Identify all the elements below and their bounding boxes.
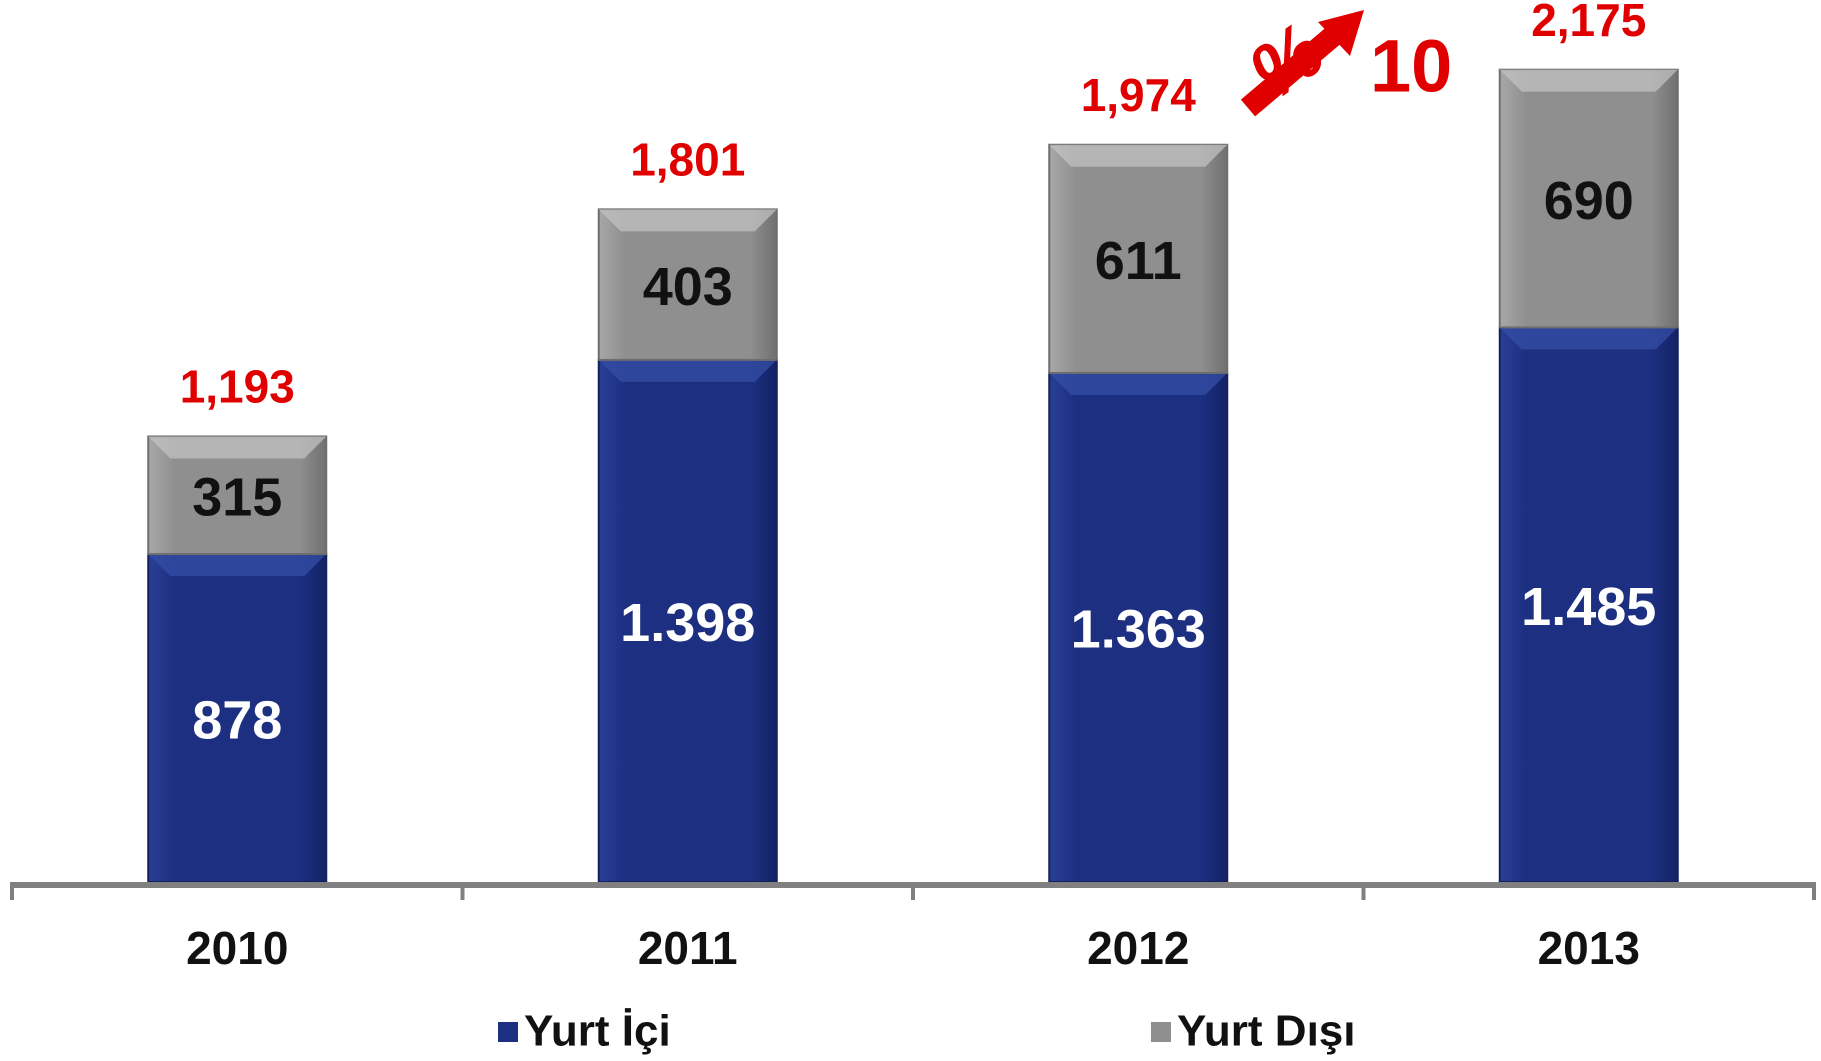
bar-bevel [598,209,777,232]
legend-label: Yurt İçi [524,1007,671,1056]
bar-segment [1498,68,1679,329]
annotation-arrow [1240,21,1348,117]
segment-label: 878 [192,690,282,750]
bar-bevel [148,436,327,459]
bar-segment [147,553,328,883]
annotation-text: 10 [1370,25,1452,108]
bar-segment [597,208,778,361]
segment-label: 1.398 [620,593,755,653]
legend-label: Yurt Dışı [1177,1007,1356,1056]
total-label: 1,193 [180,361,295,413]
legend-marker [1151,1022,1171,1042]
x-tick-label: 2011 [638,922,738,974]
x-tick-label: 2013 [1538,922,1640,974]
x-tick-label: 2012 [1087,922,1189,974]
x-tick-label: 2010 [186,922,288,974]
bar-bevel [598,359,777,382]
bar-bevel [1499,69,1678,92]
bar-segment [1048,371,1229,883]
bar-segment [1048,143,1229,374]
legend-marker [498,1022,518,1042]
annotation-arrow-head [1318,10,1364,56]
bar-segment [1498,326,1679,884]
segment-label: 690 [1544,171,1634,231]
bar-bevel [1049,372,1228,395]
total-label: 2,175 [1531,0,1646,46]
total-label: 1,974 [1081,69,1197,121]
bar-segment [597,358,778,883]
total-label: 1,801 [630,134,745,186]
segment-label: 1.485 [1521,577,1656,637]
segment-label: 611 [1095,231,1182,291]
bar-bevel [148,554,327,577]
segment-label: 403 [643,257,733,317]
segment-label: 1.363 [1071,600,1206,660]
bar-bevel [1049,144,1228,167]
segment-label: 315 [192,468,282,528]
bar-bevel [1499,327,1678,350]
